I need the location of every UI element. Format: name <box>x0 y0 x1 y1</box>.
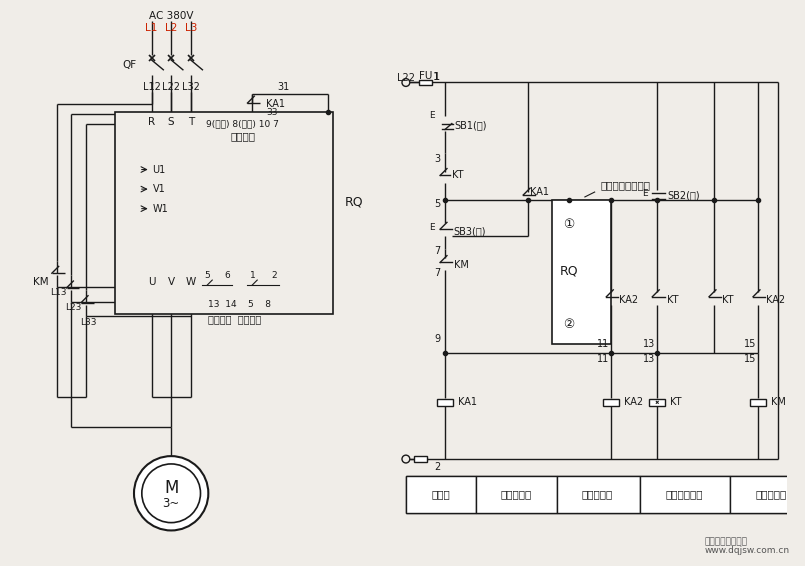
Text: 9: 9 <box>434 334 440 344</box>
Text: RQ: RQ <box>560 265 579 278</box>
Text: L1: L1 <box>146 23 158 33</box>
Text: KA2: KA2 <box>624 397 643 408</box>
Text: 33: 33 <box>266 108 278 117</box>
Text: E: E <box>430 112 436 120</box>
Text: V: V <box>167 277 175 287</box>
Text: 3: 3 <box>434 154 440 164</box>
Text: 11: 11 <box>597 338 609 349</box>
Text: U: U <box>148 277 155 287</box>
Bar <box>115 112 332 314</box>
Text: 2: 2 <box>271 271 277 280</box>
Text: 31: 31 <box>278 83 290 92</box>
Circle shape <box>402 455 410 463</box>
Text: 5: 5 <box>204 271 210 280</box>
Text: KA1: KA1 <box>458 397 477 408</box>
Bar <box>419 80 432 85</box>
Text: KA1: KA1 <box>530 187 549 197</box>
Text: L22: L22 <box>162 83 180 92</box>
Text: 故障输出  旁路控制: 故障输出 旁路控制 <box>208 314 262 324</box>
Text: U1: U1 <box>153 165 166 174</box>
Text: SB1(红): SB1(红) <box>455 121 487 131</box>
Bar <box>729 475 805 513</box>
Text: 15: 15 <box>744 354 757 365</box>
Text: L32: L32 <box>182 83 200 92</box>
Text: KM: KM <box>770 397 786 408</box>
Text: KA2: KA2 <box>619 295 638 305</box>
Text: W: W <box>186 277 196 287</box>
Circle shape <box>134 456 208 530</box>
Text: R: R <box>148 117 155 127</box>
Bar <box>750 400 766 406</box>
Text: 13  14: 13 14 <box>208 300 237 309</box>
Text: AC 380V: AC 380V <box>149 11 193 21</box>
Text: 电动机控制: 电动机控制 <box>501 489 532 499</box>
Text: KM: KM <box>454 260 469 271</box>
Text: 软起动器旁路接点: 软起动器旁路接点 <box>601 180 651 190</box>
Bar <box>477 475 556 513</box>
Text: 1: 1 <box>434 72 440 82</box>
Text: 2: 2 <box>434 462 440 472</box>
Text: L13: L13 <box>51 288 67 297</box>
Text: FU: FU <box>419 71 432 80</box>
Text: E: E <box>642 190 647 199</box>
Text: 15: 15 <box>744 338 757 349</box>
Bar <box>556 475 640 513</box>
Bar <box>604 400 619 406</box>
Bar <box>414 456 427 462</box>
Text: S: S <box>168 117 175 127</box>
Bar <box>551 200 611 344</box>
Text: 电气自动化技术网: 电气自动化技术网 <box>704 538 747 547</box>
Text: 1: 1 <box>433 72 440 82</box>
Text: L12: L12 <box>142 83 160 92</box>
Text: 7: 7 <box>434 246 440 256</box>
Text: 3~: 3~ <box>163 496 180 509</box>
Text: V1: V1 <box>153 184 165 194</box>
Text: RQ: RQ <box>345 195 363 208</box>
Bar <box>650 400 665 406</box>
Text: KM: KM <box>33 277 49 287</box>
Circle shape <box>142 464 200 522</box>
Bar <box>437 400 453 406</box>
Text: T: T <box>188 117 194 127</box>
Text: L22: L22 <box>397 72 415 83</box>
Text: 5    8: 5 8 <box>249 300 271 309</box>
Text: www.dqjsw.com.cn: www.dqjsw.com.cn <box>704 547 790 555</box>
Text: SB2(红): SB2(红) <box>667 190 700 200</box>
Text: 13: 13 <box>643 354 655 365</box>
Text: W1: W1 <box>153 204 168 214</box>
Text: QF: QF <box>123 60 137 70</box>
Text: KT: KT <box>667 295 679 305</box>
Text: 11: 11 <box>597 354 609 365</box>
Text: 延时停止回路: 延时停止回路 <box>666 489 704 499</box>
Text: 13: 13 <box>643 338 655 349</box>
Text: 燕断器: 燕断器 <box>431 489 451 499</box>
Circle shape <box>402 79 410 87</box>
Text: 运行继电器: 运行继电器 <box>582 489 613 499</box>
Text: 7: 7 <box>434 268 440 278</box>
Text: 5: 5 <box>434 199 440 209</box>
Bar <box>640 475 729 513</box>
Text: L3: L3 <box>184 23 197 33</box>
Text: M: M <box>164 479 179 498</box>
Text: 9(起动) 8(停止) 10 7: 9(起动) 8(停止) 10 7 <box>206 119 279 128</box>
Text: L2: L2 <box>165 23 177 33</box>
Text: E: E <box>430 223 436 231</box>
Text: KA1: KA1 <box>266 99 285 109</box>
Text: ②: ② <box>564 318 575 331</box>
Text: KT: KT <box>670 397 682 408</box>
Bar <box>406 475 477 513</box>
Text: L33: L33 <box>80 318 97 327</box>
Text: KT: KT <box>722 295 733 305</box>
Text: KA2: KA2 <box>766 295 785 305</box>
Text: SB3(绿): SB3(绿) <box>454 226 486 236</box>
Text: 1: 1 <box>250 271 255 280</box>
Bar <box>406 475 805 513</box>
Text: KT: KT <box>452 170 464 181</box>
Text: L23: L23 <box>65 303 81 312</box>
Text: 运行接触器: 运行接触器 <box>755 489 786 499</box>
Text: 起停控制: 起停控制 <box>230 131 255 142</box>
Text: ①: ① <box>564 218 575 231</box>
Text: 6: 6 <box>224 271 229 280</box>
